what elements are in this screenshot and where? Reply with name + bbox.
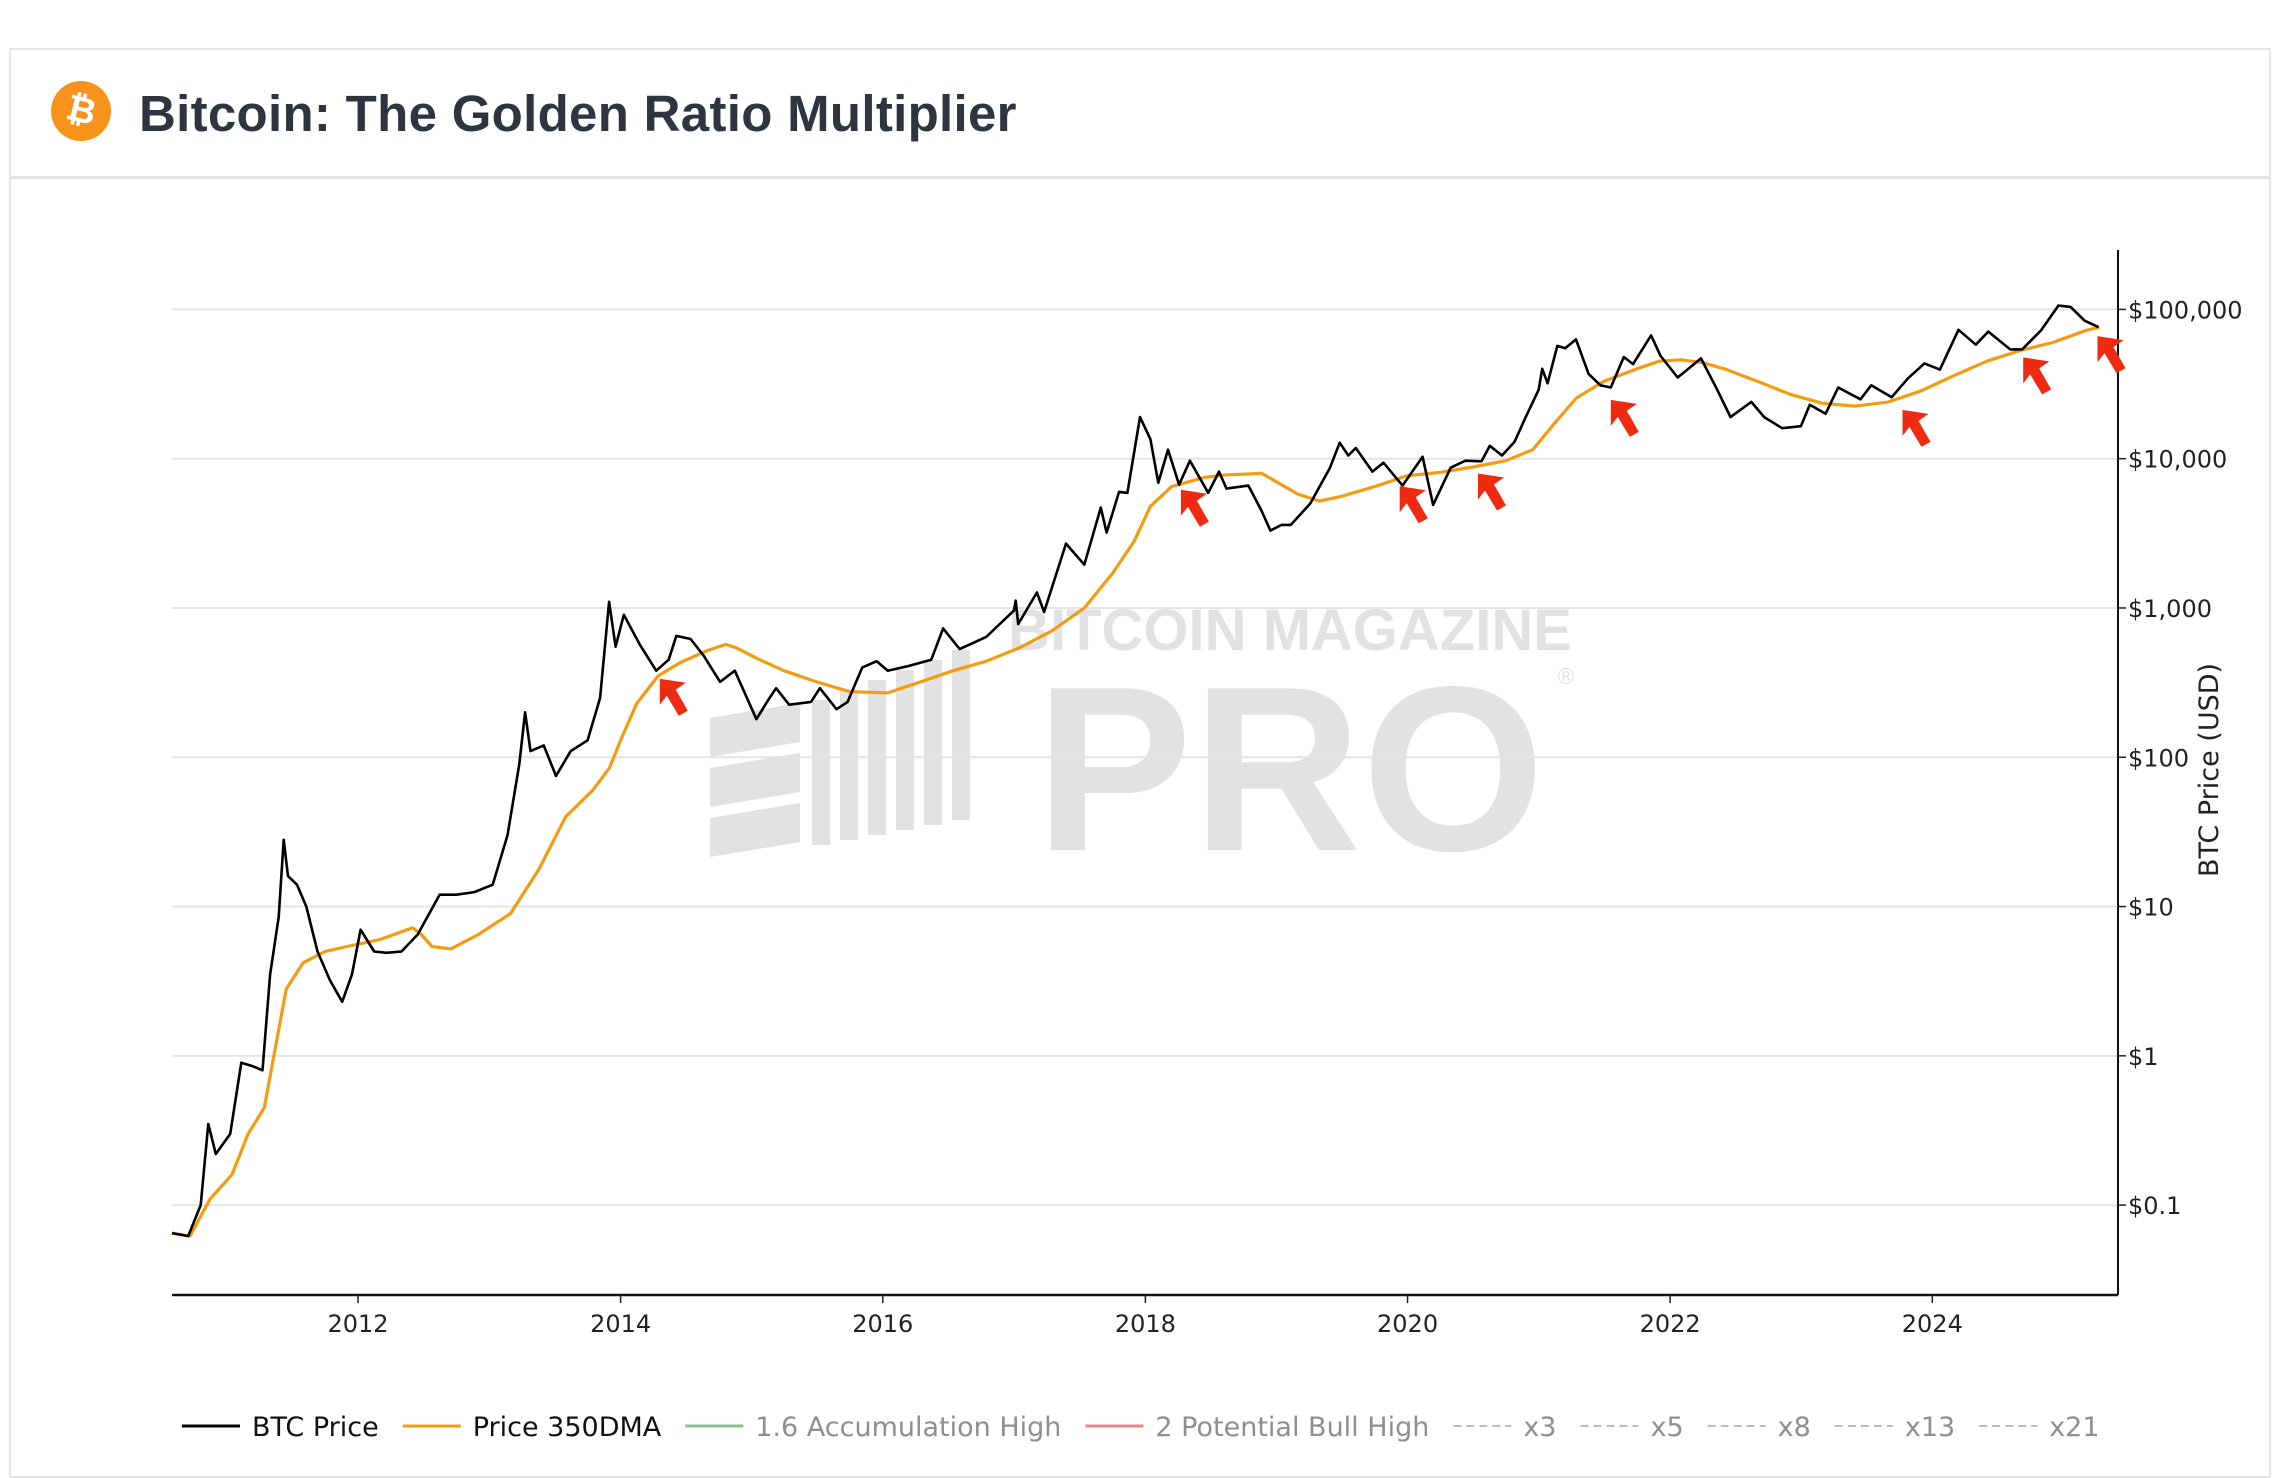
annotation-arrow-icon [1902,409,1931,447]
annotation-arrow-icon [1610,399,1639,437]
x-tick-label: 2024 [1902,1310,1963,1338]
annotation-arrow-icon [1399,486,1428,524]
chart-header: ₿ Bitcoin: The Golden Ratio Multiplier [11,50,2269,179]
annotation-arrow-icon [2097,336,2126,374]
y-tick-label: $1,000 [2128,595,2212,623]
x-tick-label: 2022 [1640,1310,1701,1338]
legend-label: x5 [1651,1412,1684,1443]
legend-label: 2 Potential Bull High [1155,1412,1429,1443]
grid-lines [172,308,2118,1207]
legend-label: x13 [1905,1412,1955,1443]
legend-item-x5[interactable]: x5 [1580,1412,1684,1443]
btc-price-line [171,304,2100,1238]
x-tick-label: 2020 [1377,1310,1438,1338]
x-axis-ticks: 2012 2014 2016 2018 2020 2022 2024 [328,1295,1963,1338]
y-tick-label: $100 [2128,744,2189,772]
legend-item-potential-bull-high[interactable]: 2 Potential Bull High [1085,1412,1429,1443]
legend-item-x3[interactable]: x3 [1453,1412,1557,1443]
series-layer [171,304,2100,1238]
bitcoin-logo-icon: ₿ [51,81,111,141]
x-tick-label: 2014 [590,1310,651,1338]
x-tick-label: 2012 [328,1310,389,1338]
y-axis-ticks: $100,000 $10,000 $1,000 $100 $10 $1 $0.1 [2118,296,2243,1220]
annotation-arrow-icon [1180,489,1209,527]
legend-label: Price 350DMA [473,1412,662,1443]
legend-item-btc-price[interactable]: BTC Price [182,1412,379,1443]
y-axis-label: BTC Price (USD) [2194,663,2225,877]
legend: BTC Price Price 350DMA 1.6 Accumulation Hi… [182,1412,2100,1443]
watermark: BITCOIN MAGAZINE PRO ® [710,598,1577,900]
legend-item-x8[interactable]: x8 [1707,1412,1811,1443]
legend-item-accumulation-high[interactable]: 1.6 Accumulation High [685,1412,1061,1443]
price-350dma-line [171,325,2100,1238]
y-tick-label: $10,000 [2128,446,2227,474]
legend-label: x21 [2049,1412,2099,1443]
legend-label: x8 [1778,1412,1811,1443]
y-tick-label: $1 [2128,1043,2159,1071]
legend-item-price-350dma[interactable]: Price 350DMA [402,1412,662,1443]
page-title: Bitcoin: The Golden Ratio Multiplier [139,85,1017,142]
annotation-arrow-icon [2023,357,2052,395]
legend-item-x13[interactable]: x13 [1834,1412,1955,1443]
legend-item-x21[interactable]: x21 [1979,1412,2100,1443]
legend-label: BTC Price [252,1412,379,1443]
annotation-arrow-icon [1478,473,1506,511]
legend-label: 1.6 Accumulation High [755,1412,1061,1443]
annotation-arrow-icon [659,678,688,716]
watermark-stripes-icon [710,650,970,857]
legend-label: x3 [1523,1412,1556,1443]
annotation-arrows [659,336,2126,716]
x-tick-label: 2016 [852,1310,913,1338]
watermark-registered-mark: ® [1555,665,1577,690]
y-tick-label: $10 [2128,894,2174,922]
y-tick-label: $0.1 [2128,1192,2181,1220]
watermark-line2: PRO [1035,637,1544,900]
x-tick-label: 2018 [1115,1310,1176,1338]
y-tick-label: $100,000 [2128,296,2243,324]
chart-card: ₿ Bitcoin: The Golden Ratio Multiplier [9,48,2271,1478]
